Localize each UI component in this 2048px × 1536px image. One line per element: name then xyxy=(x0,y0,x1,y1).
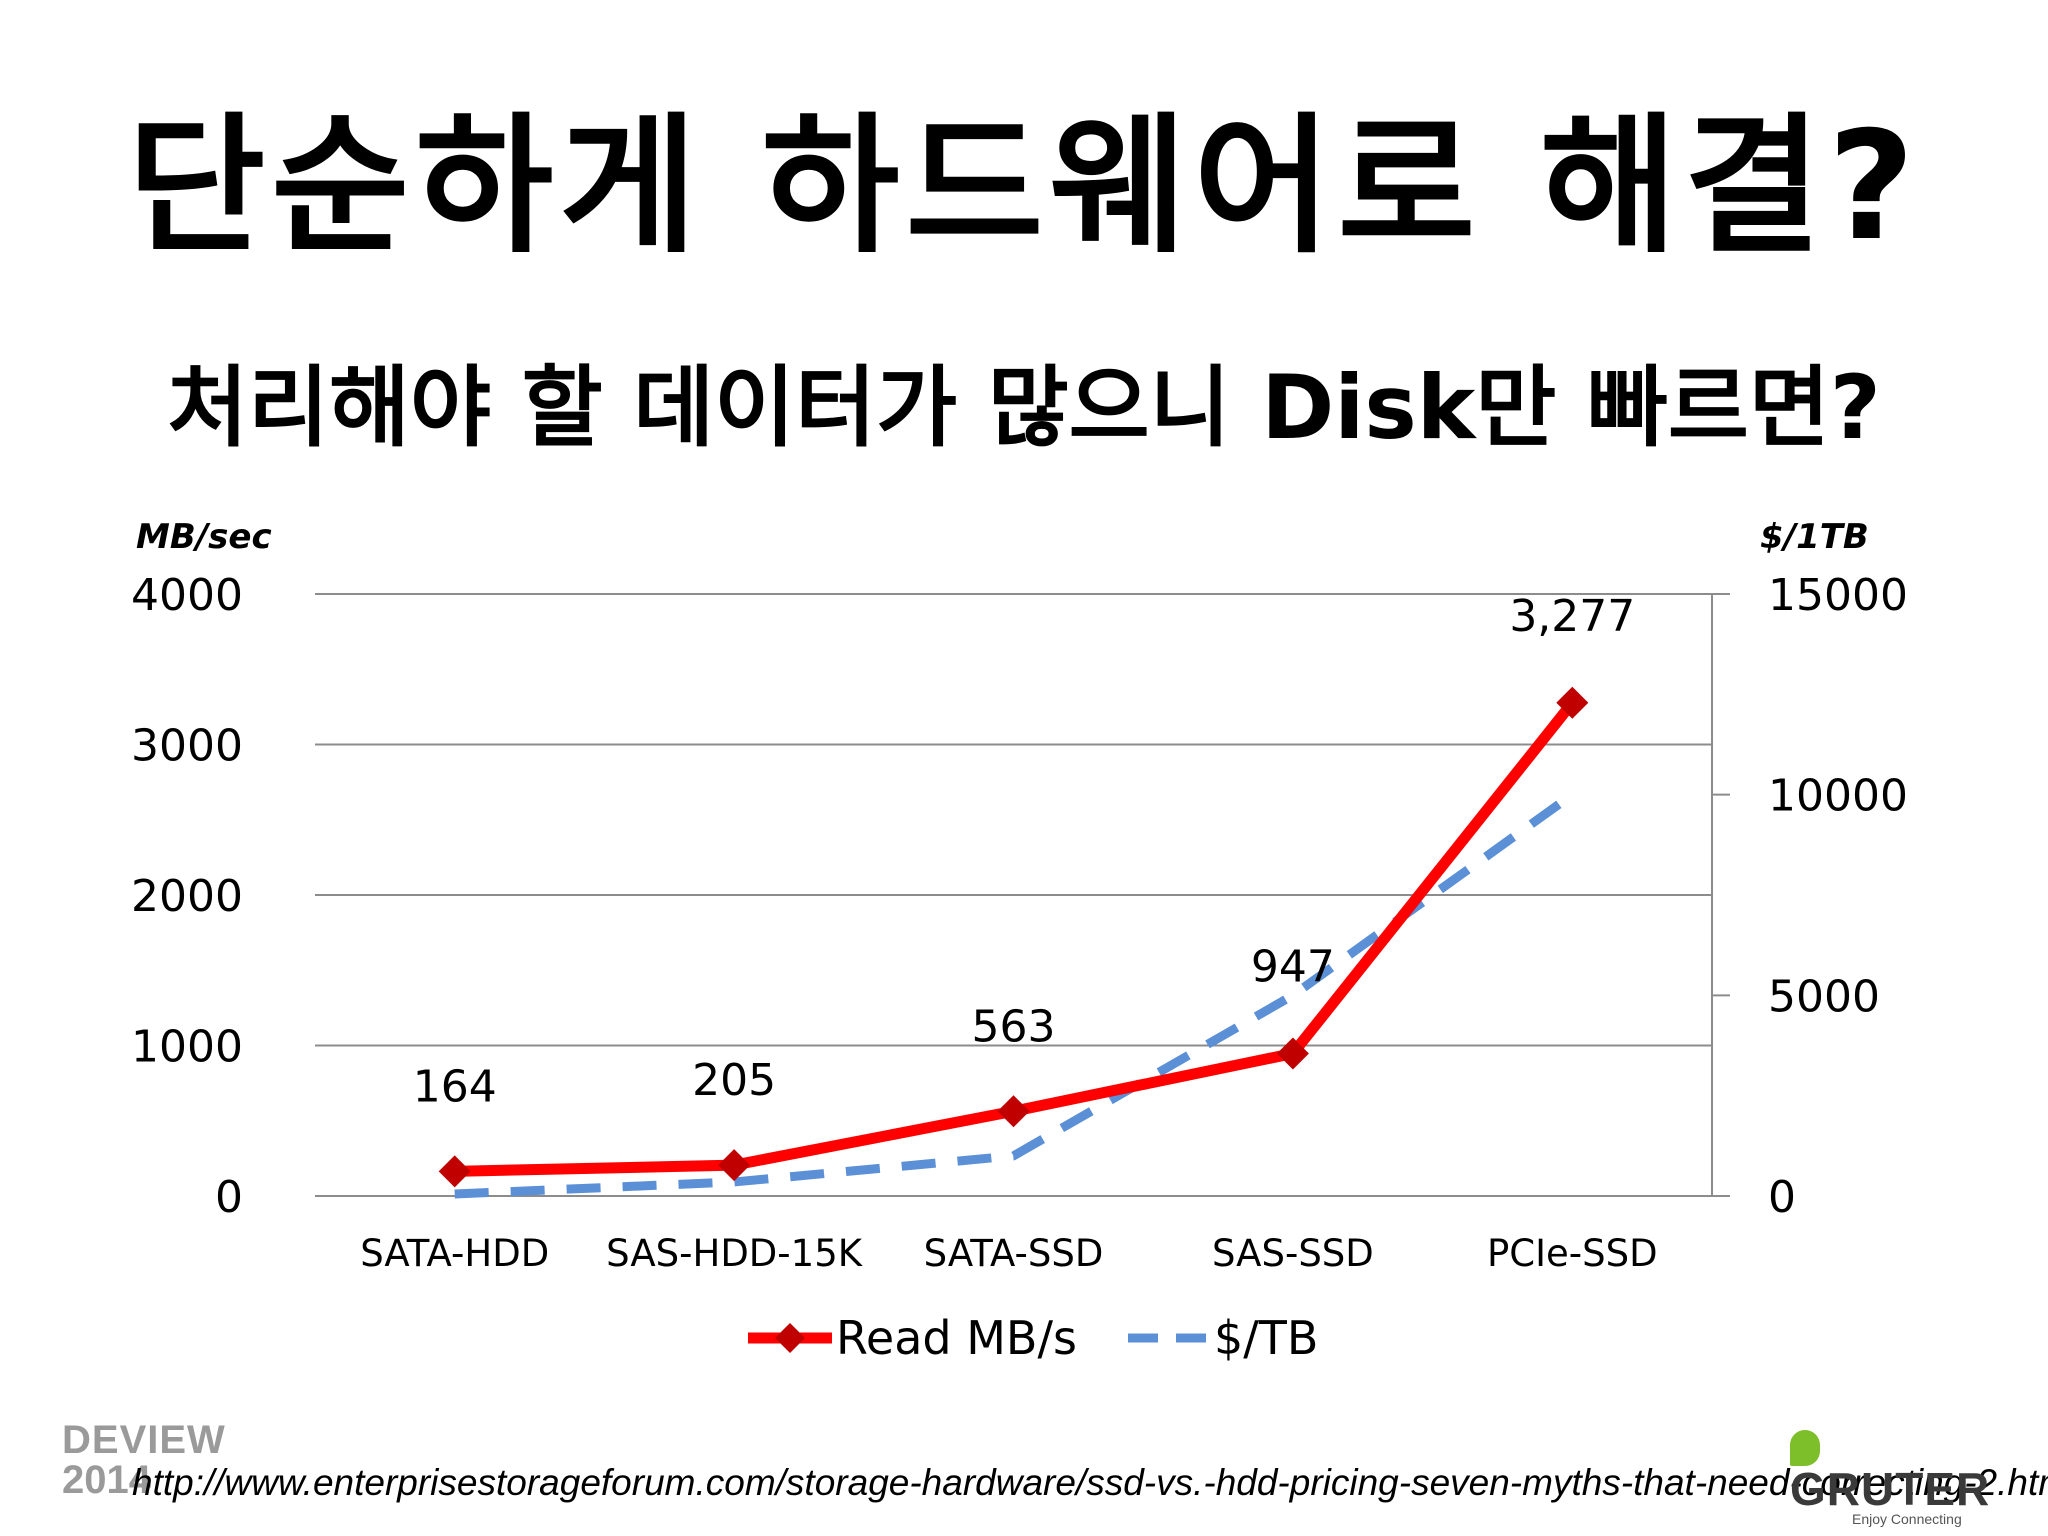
data-point-read-mbs xyxy=(1556,686,1589,719)
gruter-logo-text: GRUTER xyxy=(1790,1463,1991,1515)
data-label-read-mbs: 164 xyxy=(413,1061,497,1112)
gruter-mark-icon xyxy=(1790,1430,1820,1466)
data-label-read-mbs: 947 xyxy=(1251,941,1335,992)
legend-price-label: $/TB xyxy=(1214,1311,1318,1365)
slide-subtitle: 처리해야 할 데이터가 많으니 Disk만 빠르면? xyxy=(167,356,1881,459)
y-right-tick-label: 0 xyxy=(1768,1172,1796,1223)
y-left-tick-label: 0 xyxy=(215,1172,243,1223)
slide-title: 단순하게 하드웨어로 해결? xyxy=(127,100,1921,274)
x-tick-label: SAS-HDD-15K xyxy=(606,1232,864,1275)
data-label-read-mbs: 563 xyxy=(972,1001,1056,1052)
legend-read-label: Read MB/s xyxy=(836,1311,1077,1365)
gruter-tagline: Enjoy Connecting xyxy=(1852,1511,1962,1527)
x-tick-label: SATA-SSD xyxy=(924,1232,1104,1275)
data-label-read-mbs: 3,277 xyxy=(1509,591,1635,642)
deview-logo: DEVIEW 2014 xyxy=(62,1418,226,1502)
data-point-read-mbs xyxy=(997,1095,1030,1128)
gruter-logo: GRUTER Enjoy Connecting xyxy=(1790,1430,2020,1526)
y-left-tick-label: 3000 xyxy=(131,721,243,772)
y-left-tick-label: 2000 xyxy=(131,871,243,922)
legend-read-marker xyxy=(775,1323,805,1353)
x-tick-label: SAS-SSD xyxy=(1212,1232,1374,1275)
deview-logo-text: DEVIEW xyxy=(62,1418,226,1462)
y-right-axis-title: $/1TB xyxy=(1760,517,1869,557)
y-right-tick-label: 10000 xyxy=(1768,771,1908,822)
y-left-axis-title: MB/sec xyxy=(136,517,272,557)
y-left-tick-label: 1000 xyxy=(131,1022,243,1073)
y-right-tick-label: 15000 xyxy=(1768,570,1908,621)
data-point-read-mbs xyxy=(1276,1037,1309,1070)
data-point-read-mbs xyxy=(438,1155,471,1188)
y-right-tick-label: 5000 xyxy=(1768,971,1880,1022)
x-tick-label: SATA-HDD xyxy=(360,1232,549,1275)
y-left-tick-label: 4000 xyxy=(131,570,243,621)
data-label-read-mbs: 205 xyxy=(692,1055,776,1106)
data-point-read-mbs xyxy=(718,1149,751,1182)
x-tick-label: PCIe-SSD xyxy=(1487,1232,1658,1275)
deview-logo-year: 2014 xyxy=(62,1458,151,1502)
series-line-price-per-tb xyxy=(454,791,1575,1199)
source-url[interactable]: http://www.enterprisestorageforum.com/st… xyxy=(132,1462,2048,1503)
